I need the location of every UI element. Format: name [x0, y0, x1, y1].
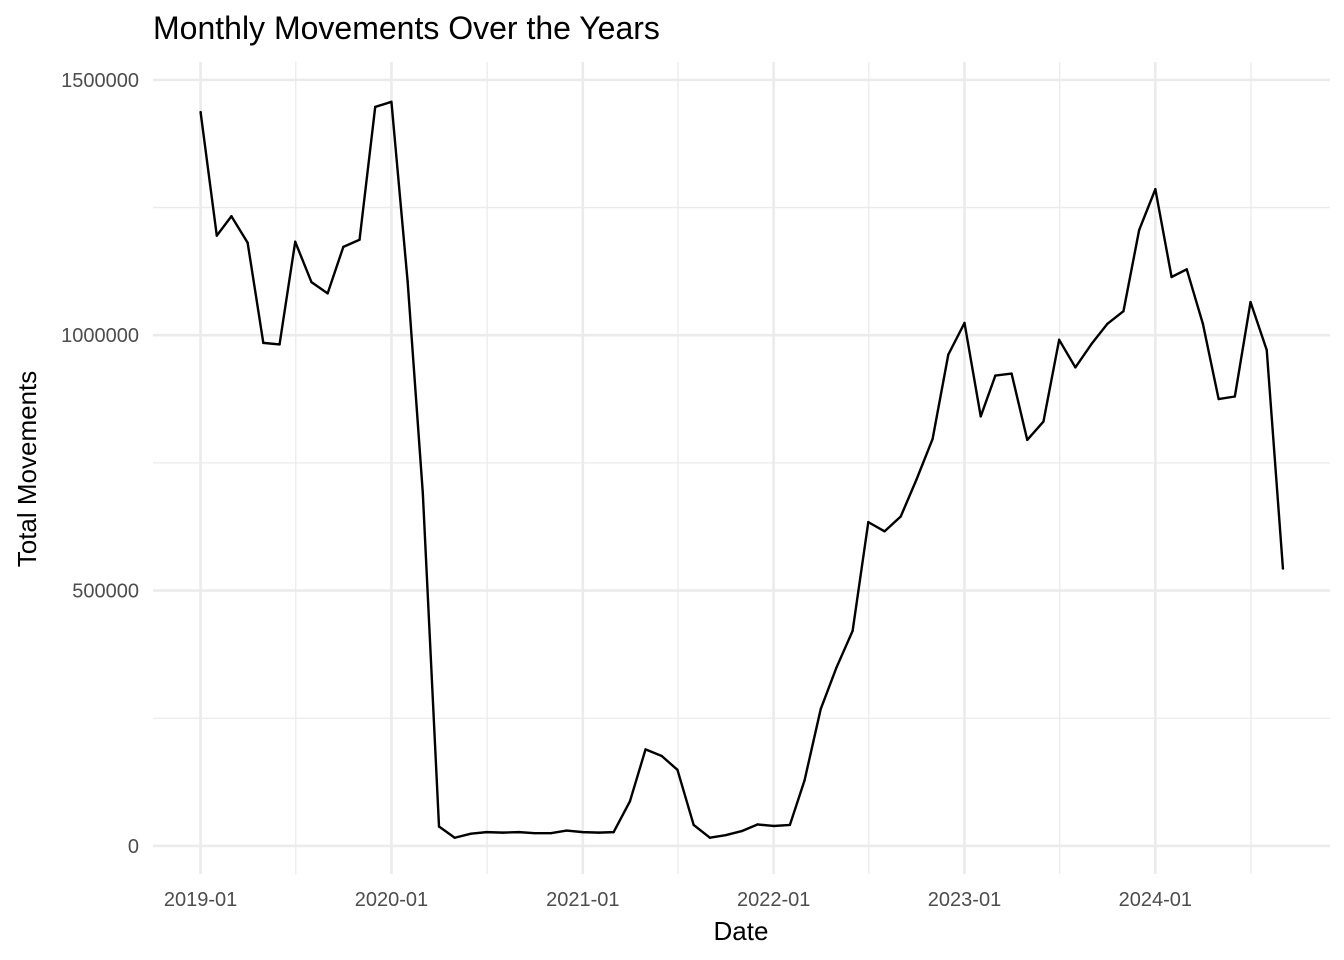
data-point-2021-04-01	[628, 800, 632, 803]
data-point-2023-06-01	[1042, 420, 1045, 423]
data-point-2023-05-01	[1026, 438, 1029, 442]
y-tick-label-2: 1000000	[61, 325, 139, 347]
data-point-2020-03-01	[421, 491, 425, 495]
data-point-2020-07-01	[485, 830, 488, 834]
chart-title: Monthly Movements Over the Years	[153, 10, 660, 46]
data-point-2024-05-01	[1217, 397, 1220, 401]
data-point-2020-10-01	[533, 831, 536, 835]
data-point-2021-09-01	[708, 836, 712, 839]
data-point-2021-01-01	[581, 830, 585, 834]
data-point-2024-03-01	[1185, 268, 1188, 271]
data-point-2022-03-01	[803, 779, 806, 782]
data-point-2021-08-01	[692, 823, 695, 827]
data-point-2023-11-01	[1122, 310, 1125, 313]
data-point-2019-03-01	[230, 215, 233, 218]
data-point-2019-07-01	[294, 240, 297, 243]
data-point-2021-12-01	[756, 823, 759, 826]
data-point-2020-09-01	[517, 830, 521, 834]
data-point-2021-07-01	[676, 768, 679, 772]
data-point-2023-03-01	[994, 374, 997, 377]
data-point-2024-04-01	[1201, 322, 1205, 326]
data-point-2019-10-01	[342, 245, 345, 249]
y-tick-label-1: 500000	[72, 581, 139, 603]
data-point-2019-08-01	[310, 280, 313, 284]
data-point-2023-10-01	[1106, 322, 1109, 326]
data-point-2021-02-01	[597, 831, 601, 834]
data-point-2020-06-01	[469, 832, 473, 835]
x-tick-label-5: 2024-01	[1119, 889, 1192, 911]
data-point-2022-10-01	[915, 478, 918, 481]
data-point-2021-06-01	[660, 754, 663, 758]
x-axis-tick-labels: 2019-01 2020-01 2021-01 2022-01 2023-01 2024-…	[164, 889, 1192, 911]
data-point-2023-04-01	[1010, 372, 1013, 375]
x-tick-label-2: 2021-01	[546, 889, 619, 911]
data-point-2020-08-01	[501, 831, 505, 834]
data-point-2023-02-01	[979, 415, 982, 418]
data-point-2022-09-01	[899, 515, 902, 518]
data-point-2024-06-01	[1233, 395, 1237, 398]
x-tick-label-4: 2023-01	[928, 889, 1001, 911]
data-point-2019-04-01	[246, 241, 249, 244]
data-point-2020-02-01	[406, 280, 409, 283]
x-tick-label-0: 2019-01	[164, 889, 237, 911]
data-point-2023-12-01	[1137, 228, 1141, 232]
data-point-2019-05-01	[262, 341, 265, 345]
data-point-2019-11-01	[358, 238, 361, 241]
data-point-2023-01-01	[963, 321, 966, 325]
data-point-2022-05-01	[835, 666, 838, 669]
data-point-2021-05-01	[644, 748, 647, 751]
data-point-2022-01-01	[772, 824, 775, 828]
data-point-2020-05-01	[453, 836, 456, 839]
data-point-2022-06-01	[851, 629, 854, 633]
data-point-2020-12-01	[565, 829, 568, 832]
data-point-2024-09-01	[1281, 567, 1285, 570]
data-point-2022-04-01	[819, 707, 822, 711]
data-point-2019-06-01	[278, 343, 281, 346]
data-point-2020-04-01	[437, 825, 441, 828]
data-point-2023-07-01	[1057, 338, 1061, 342]
x-axis-title: Date	[714, 916, 769, 946]
data-point-2021-03-01	[612, 830, 615, 834]
data-point-2023-09-01	[1090, 342, 1093, 346]
x-tick-label-3: 2022-01	[737, 889, 810, 911]
data-point-2023-08-01	[1074, 366, 1077, 369]
data-point-2021-11-01	[740, 829, 743, 833]
data-point-2024-02-01	[1170, 275, 1173, 279]
data-point-2021-10-01	[724, 833, 727, 837]
data-point-2020-11-01	[549, 831, 553, 835]
data-point-2024-01-01	[1154, 187, 1157, 191]
data-point-2019-01-01	[199, 110, 202, 114]
y-tick-label-0: 0	[128, 836, 139, 858]
y-tick-label-3: 1500000	[61, 70, 139, 92]
data-point-2019-12-01	[374, 105, 377, 109]
data-point-2022-11-01	[931, 437, 934, 441]
major-gridlines	[153, 62, 1330, 874]
y-axis-title: Total Movements	[12, 371, 42, 568]
data-point-2024-08-01	[1265, 348, 1268, 352]
data-point-2020-01-01	[390, 100, 393, 104]
x-tick-label-1: 2020-01	[355, 889, 428, 911]
minor-gridlines	[153, 62, 1330, 874]
data-point-2022-07-01	[867, 520, 870, 524]
data-point-2022-12-01	[947, 353, 950, 356]
data-point-2019-02-01	[215, 234, 218, 237]
data-point-2019-09-01	[326, 292, 329, 295]
data-point-2024-07-01	[1249, 300, 1252, 304]
data-point-2022-08-01	[883, 530, 886, 533]
data-point-2022-02-01	[788, 823, 792, 827]
y-axis-tick-labels: 0 500000 1000000 1500000	[61, 70, 139, 858]
series-layer	[199, 100, 1285, 839]
